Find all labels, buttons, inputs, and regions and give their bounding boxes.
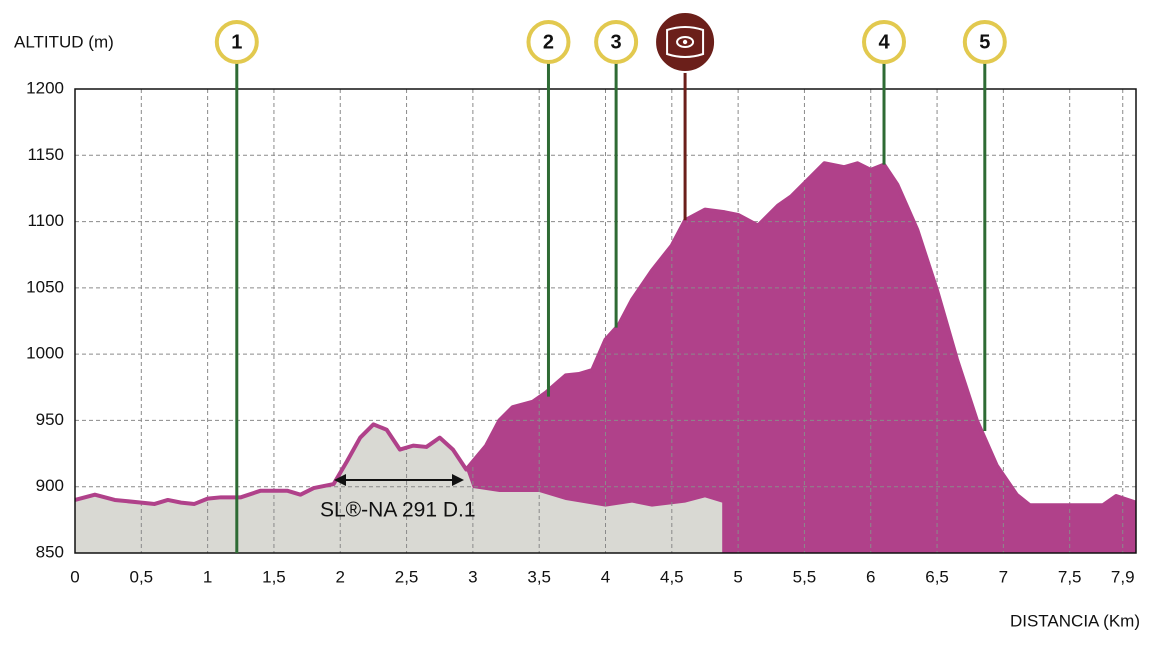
x-tick-label: 4,5 bbox=[660, 567, 684, 586]
y-tick-label: 1150 bbox=[27, 145, 64, 164]
route-line bbox=[74, 161, 1137, 508]
x-tick-label: 4 bbox=[601, 567, 610, 586]
y-tick-label: 1200 bbox=[26, 78, 64, 97]
viewpoint-pupil bbox=[682, 39, 688, 45]
y-axis-title: ALTITUD (m) bbox=[14, 32, 114, 51]
y-tick-label: 950 bbox=[36, 410, 64, 429]
x-tick-label: 0 bbox=[70, 567, 79, 586]
waypoint-circle bbox=[594, 20, 639, 64]
waypoint-circle bbox=[862, 20, 907, 64]
x-tick-label: 2 bbox=[336, 567, 345, 586]
y-tick-label: 850 bbox=[36, 542, 64, 561]
x-tick-label: 7,9 bbox=[1111, 567, 1135, 586]
x-tick-label: 2,5 bbox=[395, 567, 419, 586]
x-tick-label: 3,5 bbox=[527, 567, 551, 586]
y-tick-label: 1100 bbox=[27, 211, 64, 230]
x-tick-label: 1,5 bbox=[262, 567, 286, 586]
waypoint-circle bbox=[962, 20, 1007, 64]
x-tick-label: 1 bbox=[203, 567, 212, 586]
waypoint-circle bbox=[214, 20, 259, 64]
viewpoint-eye bbox=[676, 36, 695, 48]
x-tick-label: 5,5 bbox=[793, 567, 817, 586]
waypoint-circle bbox=[526, 20, 571, 64]
route-arrow bbox=[334, 474, 464, 486]
waypoint-label: 5 bbox=[979, 31, 990, 53]
route-label: SL®-NA 291 D.1 bbox=[320, 499, 476, 522]
waypoint-label: 4 bbox=[878, 31, 890, 53]
x-tick-label: 7 bbox=[999, 567, 1008, 586]
waypoint-label: 3 bbox=[611, 31, 622, 53]
viewpoint-frame bbox=[666, 26, 705, 58]
plot-frame bbox=[74, 88, 1137, 554]
x-axis-title: DISTANCIA (Km) bbox=[1010, 611, 1140, 630]
y-tick-label: 1000 bbox=[26, 344, 64, 363]
x-tick-label: 6 bbox=[866, 567, 875, 586]
x-tick-label: 5 bbox=[733, 567, 742, 586]
y-tick-label: 1050 bbox=[26, 277, 64, 296]
x-tick-label: 3 bbox=[468, 567, 477, 586]
x-tick-label: 6,5 bbox=[925, 567, 949, 586]
waypoint-label: 1 bbox=[231, 31, 242, 53]
waypoint-label: 2 bbox=[543, 31, 554, 53]
x-tick-label: 0,5 bbox=[129, 567, 153, 586]
y-tick-label: 900 bbox=[36, 476, 64, 495]
x-tick-label: 7,5 bbox=[1058, 567, 1082, 586]
